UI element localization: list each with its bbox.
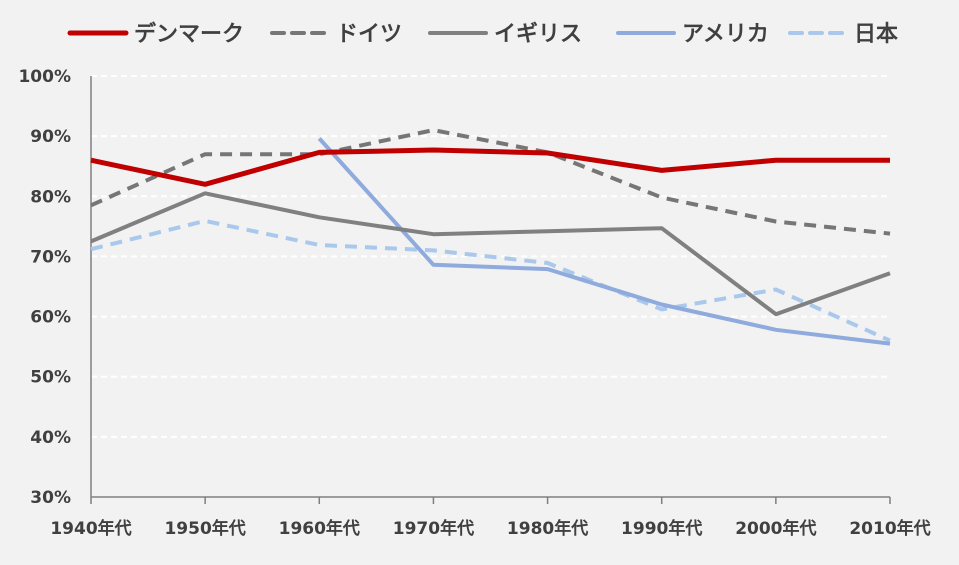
x-tick-label: 1940年代	[50, 518, 131, 539]
x-tick-label: 1960年代	[279, 518, 360, 539]
y-tick-label: 60%	[30, 308, 71, 328]
series-line-4	[90, 218, 891, 343]
series-line-3	[317, 137, 891, 346]
gridlines	[91, 75, 890, 438]
y-tick-label: 100%	[18, 67, 71, 87]
y-tick-label: 90%	[30, 127, 71, 147]
legend-label: 日本	[854, 22, 898, 47]
series-line-2	[90, 191, 891, 317]
x-tick-label: 1990年代	[621, 518, 702, 539]
legend-label: ドイツ	[336, 22, 402, 47]
y-tick-label: 70%	[30, 247, 71, 267]
series-lines	[90, 128, 891, 346]
x-tick-label: 1950年代	[164, 518, 245, 539]
y-tick-label: 40%	[30, 428, 71, 448]
legend-label: イギリス	[494, 22, 582, 47]
y-tick-label: 30%	[30, 488, 71, 508]
x-tick-label: 2010年代	[849, 518, 930, 539]
legend-label: デンマーク	[134, 21, 244, 47]
legend: デンマーク ドイツ イギリス アメリカ 日本	[67, 21, 898, 47]
x-tick-label: 1980年代	[507, 518, 588, 539]
y-tick-label: 80%	[30, 187, 71, 207]
series-line-1	[90, 128, 891, 236]
legend-label: アメリカ	[682, 22, 769, 47]
y-tick-label: 50%	[30, 368, 71, 388]
x-tick-label: 1970年代	[393, 518, 474, 539]
axes: 30% 40% 50% 60% 70% 80% 90% 100% 1940年代 1950年代 196…	[18, 67, 930, 539]
x-tick-label: 2000年代	[735, 518, 816, 539]
series-line-0	[90, 147, 890, 187]
